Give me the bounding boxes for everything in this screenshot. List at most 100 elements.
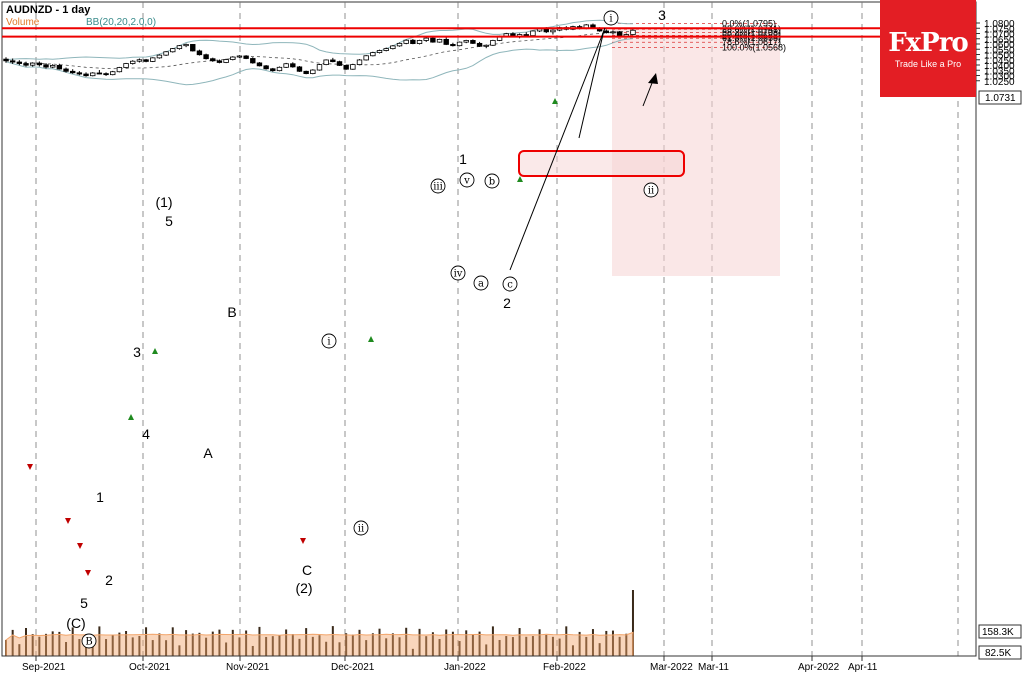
time-tick-label: Oct-2021	[129, 662, 171, 673]
candle-body	[363, 55, 369, 61]
candle-body	[16, 61, 23, 64]
candle-body	[483, 44, 489, 47]
wave-label: (2)	[295, 580, 312, 596]
candle-body	[90, 72, 96, 77]
wave-label: 5	[165, 213, 173, 229]
candle-body	[490, 40, 496, 46]
candle-body	[143, 59, 149, 62]
candle-body	[463, 40, 469, 43]
candle-body	[156, 54, 163, 59]
candle-body	[190, 44, 196, 52]
candle-body	[383, 48, 389, 51]
bb-legend: BB(20,20,2.0,0)	[86, 17, 156, 28]
price-tick-label: 1.0500	[984, 51, 1015, 62]
wave-label: (C)	[66, 615, 85, 631]
candle-body	[450, 44, 456, 47]
wave-label: 5	[80, 595, 88, 611]
wave-label: 4	[142, 426, 150, 442]
candle-body	[36, 62, 43, 66]
price-tick-label: 1.0450	[984, 56, 1015, 67]
wave-circle	[603, 10, 619, 26]
candle-body	[543, 28, 549, 33]
candle-body	[336, 61, 343, 66]
buy-arrow	[368, 336, 374, 342]
bb-upper	[5, 19, 633, 61]
candle-body	[316, 64, 323, 71]
candle-body	[230, 56, 236, 60]
candle-body	[530, 30, 536, 36]
wave-label: i	[327, 337, 330, 348]
candle-body	[323, 59, 329, 65]
fib-label: 38.2%(1.0708)	[722, 28, 781, 38]
wave-label: 3	[133, 344, 141, 360]
candle-body	[123, 63, 129, 68]
time-tick-label: Sep-2021	[22, 662, 66, 673]
candle-body	[163, 51, 169, 56]
candle-body	[3, 58, 9, 62]
candle-body	[310, 69, 316, 75]
price-tick-label: 1.0650	[984, 35, 1015, 46]
candle-body	[250, 58, 256, 64]
sell-arrow	[77, 543, 83, 549]
wave-circle	[321, 333, 337, 349]
buy-arrow	[128, 414, 134, 420]
volume-bars	[5, 590, 634, 657]
wave-label: a	[478, 279, 484, 290]
candle-body	[183, 44, 189, 47]
wave-circle	[353, 520, 369, 536]
current-price-tag: 1.0731	[978, 90, 1022, 105]
brand-tagline: Trade Like a Pro	[894, 59, 962, 69]
candle-body	[83, 73, 89, 77]
candle-body	[216, 60, 223, 63]
candle-body	[436, 38, 443, 43]
buy-arrow	[552, 98, 558, 104]
candle-body	[150, 57, 156, 62]
time-tick-label: Apr-11	[848, 662, 878, 673]
time-axis: Sep-2021 Oct-2021 Nov-2021 Dec-2021 Jan-2022…	[2, 655, 976, 673]
candle-body	[423, 37, 429, 41]
candle-body	[283, 63, 289, 68]
wave-label: (1)	[155, 194, 172, 210]
support-zone-box	[518, 150, 685, 177]
wave-circle	[473, 275, 489, 291]
candle-body	[70, 70, 76, 74]
candle-body	[290, 63, 296, 68]
candle-body	[110, 71, 116, 76]
candle-body	[350, 64, 356, 70]
candle-body	[270, 68, 276, 72]
candle-body	[616, 31, 623, 37]
candle-body	[476, 42, 483, 47]
price-tick-label: 1.0750	[984, 24, 1015, 35]
candle-body	[376, 50, 383, 54]
candle-body	[96, 72, 103, 75]
resistance-lines	[2, 27, 976, 38]
candle-body	[603, 30, 609, 34]
candle-body	[430, 37, 436, 43]
price-tick-label: 1.0600	[984, 40, 1015, 51]
candle-body	[56, 65, 63, 70]
candle-body	[196, 50, 203, 56]
candle-body	[470, 40, 476, 44]
fib-label: 78.6%(1.0617)	[722, 37, 781, 47]
wave-label: v	[463, 176, 470, 187]
signal-arrows	[27, 98, 558, 576]
candle-body	[416, 40, 423, 44]
trend-arrow	[509, 27, 658, 271]
wave-label: ii	[358, 524, 364, 535]
price-axis: 1.08001.07501.07001.06501.06001.05501.05…	[975, 2, 1015, 656]
candle-body	[63, 68, 69, 72]
candle-body	[23, 63, 29, 66]
wave-label: 3	[658, 7, 666, 23]
volume-scale: 158.3K 82.5K	[978, 624, 1022, 660]
candle-body	[443, 38, 449, 45]
candle-body	[343, 65, 349, 70]
wave-circle	[459, 172, 475, 188]
price-tick-label: 1.0300	[984, 72, 1015, 83]
fib-label: 0.0%(1.0795)	[722, 19, 776, 29]
price-tick-label: 1.0700	[984, 30, 1015, 41]
sell-arrow	[65, 518, 71, 524]
wave-circle	[484, 173, 500, 189]
candle-body	[523, 34, 529, 36]
candle-body	[263, 65, 269, 70]
